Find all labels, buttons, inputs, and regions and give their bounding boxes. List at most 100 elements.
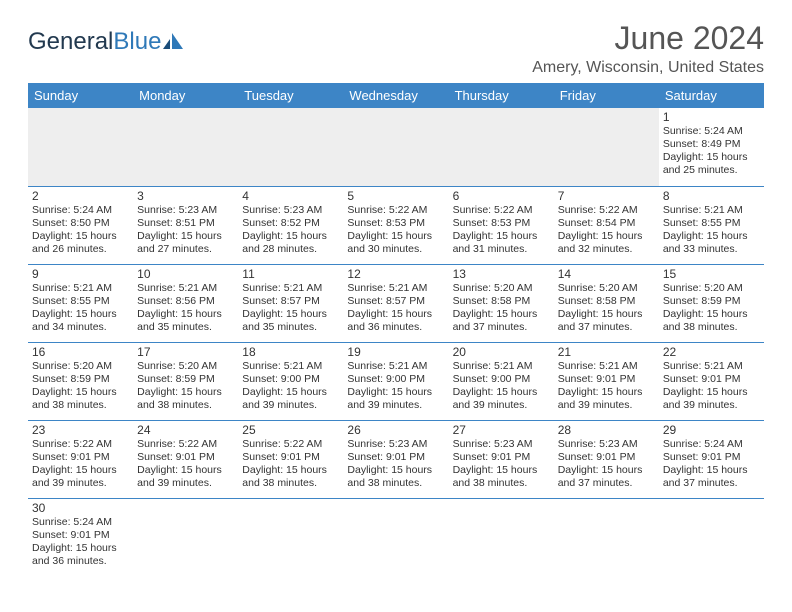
- calendar-day-cell: 1Sunrise: 5:24 AMSunset: 8:49 PMDaylight…: [659, 108, 764, 186]
- day-detail-line: Daylight: 15 hours: [453, 386, 550, 399]
- day-number: 26: [347, 423, 444, 437]
- day-detail-line: Sunrise: 5:22 AM: [347, 204, 444, 217]
- day-detail-line: and 32 minutes.: [558, 243, 655, 256]
- calendar-day-cell: 10Sunrise: 5:21 AMSunset: 8:56 PMDayligh…: [133, 264, 238, 342]
- day-detail-line: Sunrise: 5:20 AM: [137, 360, 234, 373]
- day-detail-line: Daylight: 15 hours: [347, 308, 444, 321]
- day-detail-line: Sunset: 8:57 PM: [347, 295, 444, 308]
- day-header: Saturday: [659, 83, 764, 108]
- calendar-day-cell: 17Sunrise: 5:20 AMSunset: 8:59 PMDayligh…: [133, 342, 238, 420]
- day-detail-line: Sunrise: 5:21 AM: [663, 204, 760, 217]
- day-detail-line: Daylight: 15 hours: [32, 386, 129, 399]
- logo: GeneralBlue: [28, 28, 185, 56]
- calendar-day-cell: [238, 498, 343, 576]
- calendar-day-cell: [449, 108, 554, 186]
- day-number: 25: [242, 423, 339, 437]
- day-detail-line: Sunset: 9:01 PM: [32, 451, 129, 464]
- day-detail-line: and 30 minutes.: [347, 243, 444, 256]
- day-detail-line: Sunset: 9:00 PM: [453, 373, 550, 386]
- day-number: 17: [137, 345, 234, 359]
- logo-sails-icon: [163, 28, 185, 56]
- day-number: 9: [32, 267, 129, 281]
- day-detail-line: Sunset: 8:52 PM: [242, 217, 339, 230]
- day-detail-line: and 38 minutes.: [453, 477, 550, 490]
- day-detail-line: and 37 minutes.: [453, 321, 550, 334]
- calendar-day-cell: 13Sunrise: 5:20 AMSunset: 8:58 PMDayligh…: [449, 264, 554, 342]
- day-detail-line: Daylight: 15 hours: [663, 151, 760, 164]
- day-detail-line: Daylight: 15 hours: [453, 308, 550, 321]
- day-header: Friday: [554, 83, 659, 108]
- day-header: Thursday: [449, 83, 554, 108]
- day-detail-line: Sunset: 9:01 PM: [558, 373, 655, 386]
- day-detail-line: Daylight: 15 hours: [242, 230, 339, 243]
- day-detail-line: and 39 minutes.: [663, 399, 760, 412]
- day-detail-line: Daylight: 15 hours: [242, 308, 339, 321]
- calendar-day-cell: [238, 108, 343, 186]
- calendar-day-cell: 22Sunrise: 5:21 AMSunset: 9:01 PMDayligh…: [659, 342, 764, 420]
- day-detail-line: and 38 minutes.: [347, 477, 444, 490]
- calendar-day-cell: 29Sunrise: 5:24 AMSunset: 9:01 PMDayligh…: [659, 420, 764, 498]
- day-detail-line: Sunrise: 5:23 AM: [558, 438, 655, 451]
- day-detail-line: Sunrise: 5:21 AM: [558, 360, 655, 373]
- day-detail-line: and 37 minutes.: [558, 477, 655, 490]
- day-detail-line: Sunrise: 5:22 AM: [137, 438, 234, 451]
- day-number: 11: [242, 267, 339, 281]
- calendar-day-cell: [343, 108, 448, 186]
- calendar-day-cell: 6Sunrise: 5:22 AMSunset: 8:53 PMDaylight…: [449, 186, 554, 264]
- day-detail-line: and 33 minutes.: [663, 243, 760, 256]
- calendar-week-row: 23Sunrise: 5:22 AMSunset: 9:01 PMDayligh…: [28, 420, 764, 498]
- day-detail-line: Sunset: 8:59 PM: [663, 295, 760, 308]
- day-detail-line: Sunrise: 5:22 AM: [32, 438, 129, 451]
- calendar-day-cell: [449, 498, 554, 576]
- day-detail-line: Daylight: 15 hours: [453, 230, 550, 243]
- day-detail-line: and 31 minutes.: [453, 243, 550, 256]
- day-detail-line: and 39 minutes.: [558, 399, 655, 412]
- day-detail-line: Daylight: 15 hours: [558, 464, 655, 477]
- day-detail-line: Sunset: 9:01 PM: [558, 451, 655, 464]
- day-number: 22: [663, 345, 760, 359]
- day-detail-line: and 37 minutes.: [558, 321, 655, 334]
- day-detail-line: Sunset: 8:57 PM: [242, 295, 339, 308]
- day-number: 4: [242, 189, 339, 203]
- day-detail-line: Daylight: 15 hours: [663, 230, 760, 243]
- calendar-day-cell: 24Sunrise: 5:22 AMSunset: 9:01 PMDayligh…: [133, 420, 238, 498]
- day-header: Monday: [133, 83, 238, 108]
- day-detail-line: Daylight: 15 hours: [242, 386, 339, 399]
- calendar-day-cell: 19Sunrise: 5:21 AMSunset: 9:00 PMDayligh…: [343, 342, 448, 420]
- day-number: 13: [453, 267, 550, 281]
- calendar-day-cell: 9Sunrise: 5:21 AMSunset: 8:55 PMDaylight…: [28, 264, 133, 342]
- day-number: 1: [663, 110, 760, 124]
- day-detail-line: Daylight: 15 hours: [347, 386, 444, 399]
- day-number: 27: [453, 423, 550, 437]
- calendar-day-cell: [659, 498, 764, 576]
- day-detail-line: Daylight: 15 hours: [137, 386, 234, 399]
- day-detail-line: Daylight: 15 hours: [453, 464, 550, 477]
- day-detail-line: Daylight: 15 hours: [32, 230, 129, 243]
- day-detail-line: and 39 minutes.: [137, 477, 234, 490]
- day-detail-line: Sunrise: 5:21 AM: [32, 282, 129, 295]
- calendar-day-cell: 28Sunrise: 5:23 AMSunset: 9:01 PMDayligh…: [554, 420, 659, 498]
- day-detail-line: Sunset: 8:54 PM: [558, 217, 655, 230]
- day-number: 6: [453, 189, 550, 203]
- header: GeneralBlue June 2024 Amery, Wisconsin, …: [28, 20, 764, 77]
- day-detail-line: Sunrise: 5:20 AM: [453, 282, 550, 295]
- day-detail-line: and 38 minutes.: [137, 399, 234, 412]
- day-detail-line: Sunset: 8:59 PM: [32, 373, 129, 386]
- day-number: 30: [32, 501, 129, 515]
- day-detail-line: and 36 minutes.: [347, 321, 444, 334]
- day-detail-line: Daylight: 15 hours: [558, 230, 655, 243]
- day-detail-line: Daylight: 15 hours: [347, 464, 444, 477]
- calendar-week-row: 30Sunrise: 5:24 AMSunset: 9:01 PMDayligh…: [28, 498, 764, 576]
- day-detail-line: Sunrise: 5:20 AM: [32, 360, 129, 373]
- day-number: 3: [137, 189, 234, 203]
- calendar-day-cell: 18Sunrise: 5:21 AMSunset: 9:00 PMDayligh…: [238, 342, 343, 420]
- day-number: 18: [242, 345, 339, 359]
- day-detail-line: Daylight: 15 hours: [32, 542, 129, 555]
- day-detail-line: Sunset: 8:56 PM: [137, 295, 234, 308]
- calendar-day-cell: 23Sunrise: 5:22 AMSunset: 9:01 PMDayligh…: [28, 420, 133, 498]
- calendar-day-cell: 14Sunrise: 5:20 AMSunset: 8:58 PMDayligh…: [554, 264, 659, 342]
- calendar-day-cell: 7Sunrise: 5:22 AMSunset: 8:54 PMDaylight…: [554, 186, 659, 264]
- day-detail-line: Sunrise: 5:21 AM: [663, 360, 760, 373]
- day-detail-line: Sunrise: 5:23 AM: [453, 438, 550, 451]
- day-detail-line: Sunset: 8:51 PM: [137, 217, 234, 230]
